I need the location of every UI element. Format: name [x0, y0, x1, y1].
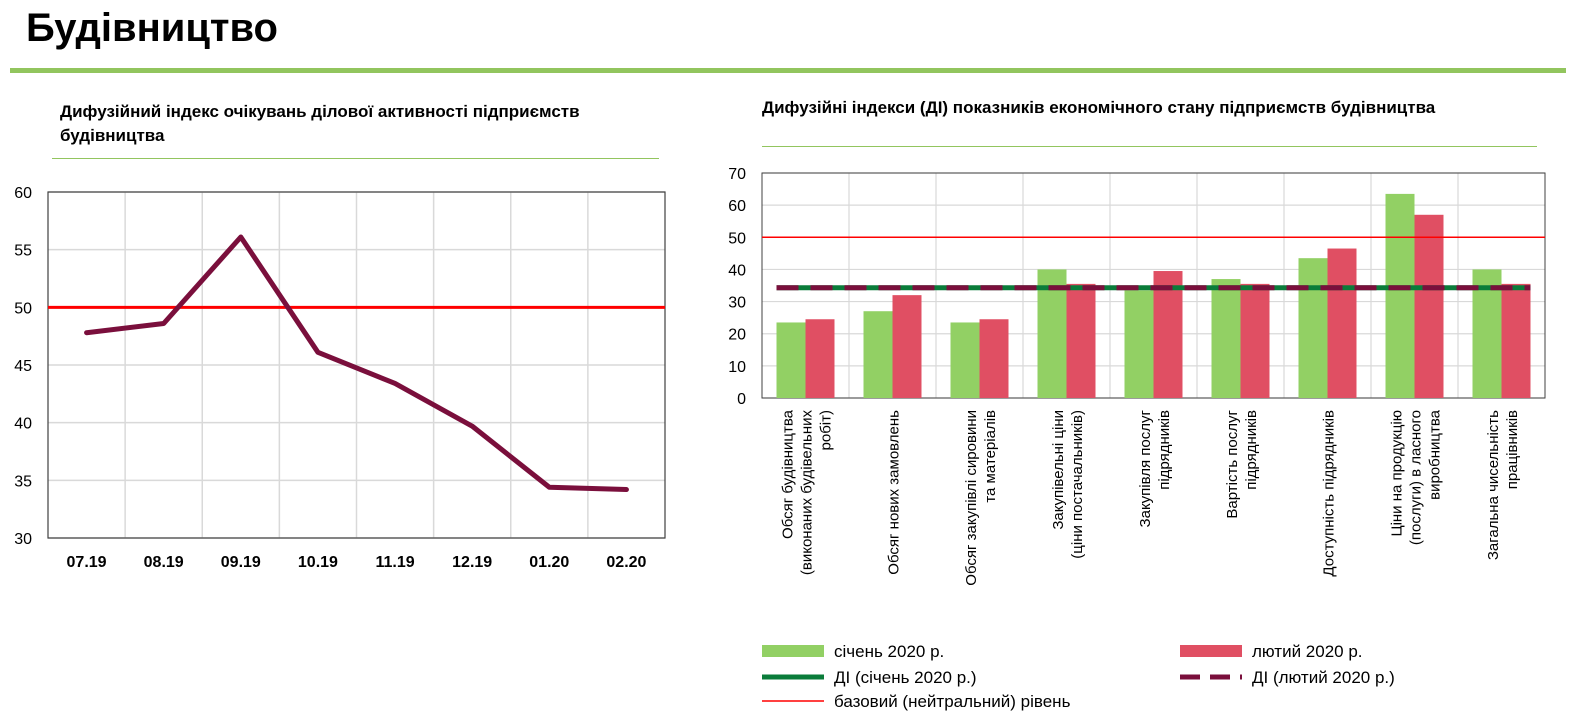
x-tick-label: 08.19 — [144, 554, 184, 571]
bar-january — [776, 322, 806, 398]
legend-label: базовий (нейтральний) рівень — [834, 692, 1071, 711]
x-tick-label: 09.19 — [221, 554, 261, 571]
y-tick-label: 35 — [14, 473, 32, 490]
plot-frame — [47, 191, 666, 539]
x-tick-label-line: Закупівля послуг — [1137, 409, 1154, 527]
right-chart-title-rule — [762, 146, 1537, 147]
x-tick-label: Обсяг нових замовлень — [886, 410, 903, 575]
x-tick-label: Закупівля послуг підрядників — [1137, 409, 1173, 527]
legend-label: ДІ (лютий 2020 р.) — [1252, 668, 1395, 687]
y-tick-label: 60 — [728, 198, 746, 215]
legend-di-february: ДІ (лютий 2020 р.) — [1180, 668, 1395, 687]
x-tick-label: 01.20 — [529, 554, 569, 571]
bar-january — [950, 322, 980, 398]
x-tick-label: Доступність підрядників — [1321, 410, 1338, 577]
x-tick-label-line: робіт) — [818, 410, 835, 450]
y-tick-label: 0 — [737, 391, 746, 408]
y-tick-label: 70 — [728, 166, 746, 183]
x-tick-label-line: Загальна чисельність — [1485, 410, 1502, 560]
y-tick-label: 20 — [728, 327, 746, 344]
x-tick-label: 12.19 — [452, 554, 492, 571]
x-tick-label: Обсяг закупівлі сировини та матеріалів — [963, 410, 999, 586]
legend-neutral-level: базовий (нейтральний) рівень — [762, 692, 1071, 711]
series-line — [84, 234, 629, 493]
legend-swatch — [1180, 645, 1242, 657]
bar-february — [1066, 283, 1096, 398]
x-tick-label: Закупівельні ціни (ціни постачальників) — [1050, 410, 1086, 559]
data-point — [393, 381, 397, 385]
bar-february — [1240, 283, 1270, 398]
x-tick-label-line: підрядників — [1156, 410, 1173, 490]
left-chart-title-rule — [52, 158, 659, 159]
x-tick-label-line: (послуги) в ласного — [1408, 410, 1425, 545]
x-tick-label: 02.20 — [606, 554, 646, 571]
page-title: Будівництво — [26, 6, 278, 50]
data-point — [85, 331, 89, 335]
y-tick-label: 30 — [14, 531, 32, 548]
bar-january — [1385, 193, 1415, 398]
y-tick-label: 40 — [728, 262, 746, 279]
bar-january — [1472, 269, 1502, 398]
bar-february — [979, 319, 1009, 398]
bar-january — [1298, 258, 1328, 398]
x-tick-label-line: Доступність підрядників — [1321, 410, 1338, 577]
x-tick-label-line: (виконаних будівельних — [799, 410, 816, 576]
bar-february — [892, 295, 922, 398]
x-tick-label: Загальна чисельність працівників — [1485, 410, 1521, 560]
bar-january — [1124, 290, 1154, 398]
bar-february — [1414, 214, 1444, 398]
data-point — [316, 350, 320, 354]
x-tick-label: Обсяг будівництва (виконаних будівельних р… — [780, 409, 835, 575]
x-tick-label: 10.19 — [298, 554, 338, 571]
right-chart-title: Дифузійні індекси (ДІ) показників економ… — [762, 98, 1436, 117]
x-tick-label: Вартість послуг підрядників — [1224, 409, 1260, 518]
bar-january — [863, 311, 893, 398]
x-tick-label: Ціни на продукцію (послуги) в ласного виро… — [1389, 409, 1444, 545]
x-tick-label: 11.19 — [375, 554, 414, 571]
x-tick-label-line: виробництва — [1427, 409, 1444, 500]
legend-label: ДІ (січень 2020 р.) — [834, 668, 977, 687]
legend-february: лютий 2020 р. — [1180, 642, 1363, 661]
legend-swatch — [762, 645, 824, 657]
x-tick-label-line: Обсяг закупівлі сировини — [963, 410, 980, 586]
x-tick-label-line: Обсяг нових замовлень — [886, 410, 903, 575]
y-tick-label: 60 — [14, 185, 32, 202]
bar-february — [1501, 283, 1531, 398]
data-point — [470, 424, 474, 428]
x-tick-label-line: (ціни постачальників) — [1069, 410, 1086, 559]
x-tick-label-line: та матеріалів — [982, 410, 999, 503]
data-point — [547, 485, 551, 489]
y-tick-label: 45 — [14, 358, 32, 375]
y-tick-label: 50 — [728, 230, 746, 247]
data-point — [624, 488, 628, 492]
data-point — [239, 235, 243, 239]
bar-february — [805, 319, 835, 398]
y-tick-label: 55 — [14, 243, 32, 260]
left-chart-title: Дифузійний індекс очікувань ділової акти… — [60, 102, 580, 145]
legend-label: лютий 2020 р. — [1252, 642, 1363, 661]
bar-january — [1211, 279, 1241, 398]
x-tick-label-line: Обсяг будівництва — [780, 409, 797, 539]
title-divider — [10, 68, 1566, 73]
x-tick-label-line: Вартість послуг — [1224, 409, 1241, 518]
x-tick-label-line: Ціни на продукцію — [1389, 410, 1406, 537]
x-tick-label-line: підрядників — [1243, 410, 1260, 490]
y-tick-label: 30 — [728, 295, 746, 312]
x-tick-label-line: працівників — [1504, 410, 1521, 489]
x-tick-label-line: Закупівельні ціни — [1050, 410, 1067, 530]
y-tick-label: 40 — [14, 416, 32, 433]
y-tick-label: 10 — [728, 359, 746, 376]
y-tick-label: 50 — [14, 300, 32, 317]
data-point — [162, 321, 166, 325]
legend-di-january: ДІ (січень 2020 р.) — [762, 668, 977, 687]
bar-february — [1327, 248, 1357, 398]
x-tick-label: 07.19 — [67, 554, 107, 571]
bar-february — [1153, 271, 1183, 398]
legend-label: січень 2020 р. — [834, 642, 944, 661]
legend-january: січень 2020 р. — [762, 642, 944, 661]
bar-january — [1037, 269, 1067, 398]
